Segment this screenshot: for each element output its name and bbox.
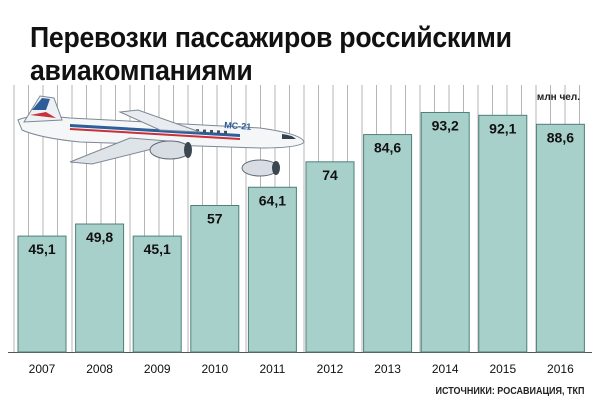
title-background	[20, 18, 580, 80]
bar-value-label: 45,1	[28, 241, 55, 257]
x-tick-label: 2012	[317, 362, 344, 376]
airplane-illustration: МС-21	[17, 95, 305, 177]
bars	[17, 111, 585, 353]
x-tick-label: 2013	[374, 362, 401, 376]
bar-value-label: 84,6	[374, 140, 401, 156]
value-labels: 45,1 49,8 45,1 57 64,1 74 84,6 93,2 92,1 88,6	[28, 117, 574, 257]
bar-value-label: 57	[207, 211, 223, 227]
source-label: ИСТОЧНИКИ: РОСАВИАЦИЯ, ТКП	[435, 386, 584, 397]
x-tick-label: 2016	[547, 362, 574, 376]
bar-value-label: 64,1	[259, 192, 286, 208]
bar-value-label: 88,6	[547, 129, 574, 145]
chart-title-line-1: Перевозки пассажиров российскими	[30, 22, 512, 54]
chart-title-line-2: авиакомпаниями	[30, 55, 253, 87]
bar	[190, 205, 240, 353]
bar	[75, 223, 125, 353]
x-tick-label: 2011	[259, 362, 285, 376]
bar	[363, 134, 413, 353]
x-tick-label: 2007	[29, 362, 56, 376]
unit-label: млн чел.	[536, 92, 580, 103]
bar-value-label: 92,1	[489, 120, 516, 136]
bar	[420, 111, 470, 353]
bar	[478, 114, 528, 353]
x-tick-labels: 2007 2008 2009 2010 2011 2012 2013 2014 2015 2016	[29, 362, 574, 376]
bar	[132, 235, 182, 353]
bar-value-label: 45,1	[144, 241, 171, 257]
bar-value-label: 49,8	[86, 229, 113, 245]
x-tick-label: 2009	[144, 362, 171, 376]
plane-tail-text: МС-21	[224, 120, 252, 132]
bar-value-label: 93,2	[432, 117, 459, 133]
bar	[305, 161, 355, 353]
x-tick-label: 2010	[201, 362, 228, 376]
bar	[17, 235, 67, 353]
bar	[535, 123, 585, 353]
x-tick-label: 2014	[432, 362, 459, 376]
x-tick-label: 2015	[489, 362, 516, 376]
bar	[247, 186, 297, 353]
x-tick-label: 2008	[86, 362, 113, 376]
bar-value-label: 74	[322, 167, 338, 183]
chart-title: Перевозки пассажиров российскими авиаком…	[30, 22, 582, 88]
